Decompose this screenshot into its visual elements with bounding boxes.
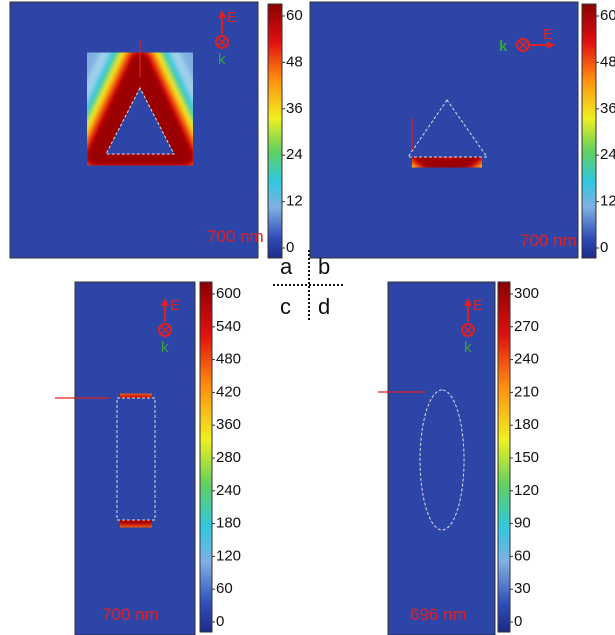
- colorbar-tick-label: 480: [216, 351, 241, 368]
- colorbar-tick-label: 120: [216, 547, 241, 564]
- field-map: [388, 282, 495, 635]
- colorbar-tick-label: 180: [514, 416, 539, 433]
- wavevector-label: k: [161, 339, 169, 356]
- field-map: [10, 2, 258, 258]
- colorbar-tick-label: 48: [600, 53, 615, 70]
- center-labels: a b c d: [273, 250, 345, 322]
- particle: [105, 86, 175, 155]
- field-map: [75, 282, 195, 635]
- map-frame: [9, 1, 259, 259]
- colorbar: [267, 3, 283, 259]
- wavevector-label: k: [218, 51, 226, 68]
- colorbar-tick-label: 300: [514, 285, 539, 302]
- map-frame: [309, 1, 579, 259]
- colorbar-tick-label: 0: [216, 613, 224, 630]
- e-arrowhead: [464, 298, 472, 306]
- colorbar-tick-label: 0: [600, 239, 608, 256]
- field-map: [310, 2, 578, 258]
- colorbar: [497, 281, 511, 633]
- wavelength: 700 nm: [207, 227, 264, 246]
- k-cross: [217, 37, 227, 47]
- colorbar-tick-label: 270: [514, 318, 539, 335]
- k-symbol: [215, 35, 229, 49]
- particle: [407, 99, 488, 158]
- colorbar-tick-label: 24: [286, 146, 303, 163]
- colorbar-tick-label: 60: [216, 580, 233, 597]
- panel-label: b: [318, 254, 330, 279]
- particle: [116, 397, 156, 521]
- colorbar-tick-label: 30: [514, 580, 531, 597]
- colorbar-tick-label: 420: [216, 383, 241, 400]
- wavelength: 700 nm: [520, 231, 577, 250]
- e-arrowhead: [547, 41, 555, 49]
- e-arrowhead: [161, 298, 169, 306]
- map-frame: [387, 281, 496, 635]
- panel-label: a: [280, 254, 293, 279]
- panel: 0 12 24 36 48 60 700 nm k E: [309, 1, 615, 259]
- colorbar: [581, 3, 597, 259]
- field-label: E: [170, 297, 180, 314]
- map-frame: [74, 281, 196, 635]
- colorbar-tick-label: 0: [286, 239, 294, 256]
- colorbar-tick-label: 60: [600, 7, 615, 24]
- colorbar-tick-label: 600: [216, 285, 241, 302]
- colorbar-tick-label: 24: [600, 146, 615, 163]
- wavevector-label: k: [464, 339, 472, 356]
- k-cross: [463, 325, 473, 335]
- e-arrowhead: [218, 10, 226, 18]
- k-cross: [518, 40, 528, 50]
- colorbar-tick-label: 150: [514, 449, 539, 466]
- colorbar-tick-label: 36: [286, 100, 303, 117]
- colorbar-tick-label: 60: [514, 547, 531, 564]
- k-symbol: [158, 323, 172, 337]
- colorbar-tick-label: 0: [514, 613, 522, 630]
- panel: 0 30 60 90 120 150 180 210 240 270 300 696 nm Ek: [378, 281, 539, 635]
- colorbar-tick-label: 180: [216, 515, 241, 532]
- k-symbol: [461, 323, 475, 337]
- panel-label: d: [318, 294, 330, 319]
- field-label: E: [227, 9, 237, 26]
- colorbar-tick-label: 540: [216, 318, 241, 335]
- field-maps: 0 12 24 36 48 60 700 nm Ek 0 12 24 36 48 60 700 nm k E 0 6…: [9, 1, 615, 635]
- colorbar-tick-label: 240: [514, 351, 539, 368]
- colorbar: [199, 281, 213, 633]
- colorbar-tick-label: 240: [216, 482, 241, 499]
- field-label: E: [473, 297, 483, 314]
- colorbar-tick-label: 360: [216, 416, 241, 433]
- wavevector-label: k: [499, 38, 508, 55]
- colorbar-tick-label: 280: [216, 449, 241, 466]
- field-label: E: [543, 26, 553, 43]
- wavelength: 696 nm: [410, 605, 467, 624]
- panel: 0 60 120 180 240 280 360 420 480 540 600 700 nm Ek: [55, 281, 241, 635]
- colorbar-tick-label: 210: [514, 383, 539, 400]
- particle: [419, 389, 465, 531]
- colorbar-tick-label: 120: [514, 482, 539, 499]
- colorbar-tick-label: 12: [286, 193, 303, 210]
- colorbar-tick-label: 36: [600, 100, 615, 117]
- wavelength: 700 nm: [102, 605, 159, 624]
- colorbar-tick-label: 90: [514, 515, 531, 532]
- k-cross: [160, 325, 170, 335]
- colorbar-tick-label: 48: [286, 53, 303, 70]
- panel: 0 12 24 36 48 60 700 nm Ek: [9, 1, 303, 259]
- colorbar-tick-label: 60: [286, 7, 303, 24]
- panel-label: c: [280, 294, 291, 319]
- colorbar-tick-label: 12: [600, 193, 615, 210]
